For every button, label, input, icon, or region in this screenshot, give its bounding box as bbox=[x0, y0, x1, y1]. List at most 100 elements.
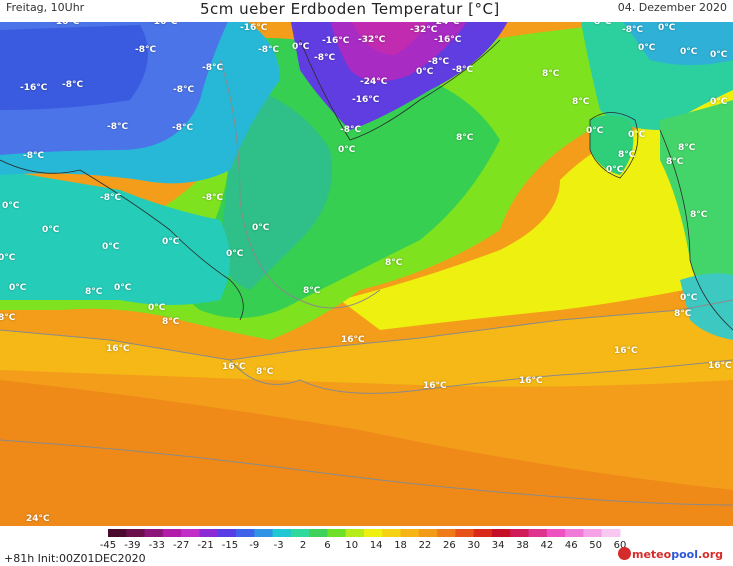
north-america-coastline bbox=[0, 159, 244, 321]
temperature-label: 16°C bbox=[341, 335, 365, 345]
temperature-label: 8°C bbox=[542, 69, 560, 79]
legend-swatch bbox=[364, 529, 383, 537]
greenland-peak-zone bbox=[350, 17, 430, 55]
europe-zone bbox=[660, 100, 733, 330]
temperature-label: 8°C bbox=[678, 143, 696, 153]
legend-swatch bbox=[217, 529, 237, 537]
legend-tick-label: 14 bbox=[369, 540, 383, 551]
legend-swatch bbox=[492, 529, 511, 537]
temperature-label: 0°C bbox=[114, 283, 132, 293]
legend-swatch bbox=[181, 529, 200, 537]
legend-tick-label: 26 bbox=[442, 540, 456, 551]
legend-tick-label: 38 bbox=[516, 540, 529, 551]
temperature-label: 0°C bbox=[710, 97, 728, 107]
color-legend: -45 -39 -33 -27 -21 -15 -9 -3 2 6 10 14 18 22 26 30 34 38… bbox=[0, 526, 733, 566]
temperature-label: 0°C bbox=[606, 165, 624, 175]
legend-swatch bbox=[583, 529, 603, 537]
temperature-label: 8°C bbox=[666, 157, 684, 167]
temperature-label: -8°C bbox=[452, 65, 474, 75]
temperature-label: 16°C bbox=[423, 381, 447, 391]
legend-swatch bbox=[455, 529, 475, 537]
europe-coastline bbox=[659, 129, 733, 331]
temperature-label: 8°C bbox=[385, 258, 403, 268]
temperature-label: 8°C bbox=[594, 17, 612, 27]
temperature-label: 0°C bbox=[148, 303, 166, 313]
temperature-label: 8°C bbox=[162, 317, 180, 327]
legend-tick-label: -9 bbox=[249, 540, 260, 551]
temperature-label: 0°C bbox=[638, 43, 656, 53]
temperature-label: -8°C bbox=[62, 80, 84, 90]
legend-swatch bbox=[510, 529, 530, 537]
legend-swatch bbox=[144, 529, 164, 537]
temperature-label: -8°C bbox=[107, 122, 129, 132]
temperature-label: -16°C bbox=[20, 83, 48, 93]
temperature-label: 0°C bbox=[226, 249, 244, 259]
temperature-label: 0°C bbox=[710, 50, 728, 60]
legend-tick-label: 22 bbox=[418, 540, 432, 551]
temperature-label: 8°C bbox=[0, 313, 16, 323]
temperature-label: 16°C bbox=[708, 361, 732, 371]
temperature-label: -8°C bbox=[173, 85, 195, 95]
temperature-label: 8°C bbox=[303, 286, 321, 296]
temperature-label: -16°C bbox=[434, 35, 462, 45]
temperature-label: -8°C bbox=[100, 193, 122, 203]
legend-swatch bbox=[290, 529, 310, 537]
temperature-label: 0°C bbox=[338, 145, 356, 155]
deep-blue-zone bbox=[0, 25, 148, 110]
legend-swatch bbox=[236, 529, 255, 537]
legend-swatch bbox=[601, 529, 621, 537]
legend-tick-label: -3 bbox=[273, 540, 284, 551]
temperature-label: -16°C bbox=[352, 95, 380, 105]
legend-tick-label: 30 bbox=[467, 540, 481, 551]
legend-colorbar bbox=[108, 529, 621, 537]
legend-swatch bbox=[528, 529, 548, 537]
legend-swatch bbox=[437, 529, 456, 537]
temperature-label: 0°C bbox=[628, 130, 646, 140]
legend-tick-label: -33 bbox=[148, 540, 165, 551]
greenland-coastline bbox=[299, 39, 501, 141]
temperature-label: 16°C bbox=[519, 376, 543, 386]
legend-swatch bbox=[162, 529, 182, 537]
temperature-label: 0°C bbox=[680, 47, 698, 57]
temperature-label: -8°C bbox=[622, 25, 644, 35]
brand-logo[interactable]: meteopool.org bbox=[632, 548, 724, 561]
legend-tick-label: 6 bbox=[324, 540, 331, 551]
legend-swatch bbox=[345, 529, 365, 537]
legend-tick-label: 50 bbox=[589, 540, 602, 551]
temperature-label: 0°C bbox=[680, 293, 698, 303]
temperature-label: 0°C bbox=[42, 225, 60, 235]
legend-swatch bbox=[546, 529, 566, 537]
temperature-label: -8°C bbox=[202, 63, 224, 73]
temperature-label: -8°C bbox=[172, 123, 194, 133]
legend-swatch bbox=[418, 529, 438, 537]
temperature-label: 0°C bbox=[586, 126, 604, 136]
temperature-label: 8°C bbox=[456, 133, 474, 143]
isotherm-8 bbox=[219, 59, 381, 309]
isotherm-18 bbox=[229, 359, 733, 394]
temperature-label: 0°C bbox=[102, 242, 120, 252]
warmest-zone bbox=[0, 380, 733, 526]
temperature-label: 8°C bbox=[85, 287, 103, 297]
temperature-label: 0°C bbox=[416, 67, 434, 77]
temperature-label: 8°C bbox=[674, 309, 692, 319]
temperature-label: 0°C bbox=[162, 237, 180, 247]
forecast-lead: +81h Init:00Z01DEC2020 bbox=[4, 552, 146, 565]
meteopool-logo-icon bbox=[618, 547, 631, 560]
legend-tick-label: 60 bbox=[613, 540, 627, 551]
legend-swatch bbox=[309, 529, 328, 537]
map-header: Freitag, 10Uhr 5cm ueber Erdboden Temper… bbox=[0, 0, 733, 22]
legend-swatch bbox=[254, 529, 274, 537]
legend-swatch bbox=[565, 529, 584, 537]
temperature-label: -24°C bbox=[360, 77, 388, 87]
temperature-label: 0°C bbox=[252, 223, 270, 233]
legend-swatch bbox=[108, 529, 127, 537]
temperature-label: -8°C bbox=[340, 125, 362, 135]
scandinavia-cold-zone bbox=[620, 17, 733, 65]
temperature-label: 8°C bbox=[256, 367, 274, 377]
legend-swatch bbox=[400, 529, 420, 537]
legend-tick-label: 2 bbox=[299, 540, 307, 551]
temperature-label: 16°C bbox=[614, 346, 638, 356]
temperature-label: -32°C bbox=[410, 25, 438, 35]
temperature-label: -24°C bbox=[432, 17, 460, 27]
yellow-band bbox=[340, 80, 733, 330]
